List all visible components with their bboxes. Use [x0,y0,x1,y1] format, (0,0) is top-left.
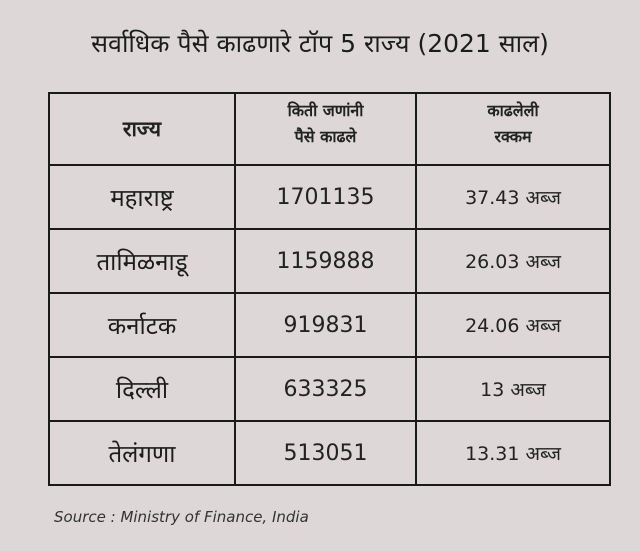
source-caption: Source : Ministry of Finance, India [54,508,309,526]
count-cell: 633325 [234,356,417,422]
state-cell: महाराष्ट्र [48,164,236,230]
header-state: राज्य [48,92,236,166]
count-cell: 919831 [234,292,417,358]
count-cell: 1701135 [234,164,417,230]
count-cell: 513051 [234,420,417,486]
count-cell: 1159888 [234,228,417,294]
header-count-line2: पैसे काढले [294,127,357,146]
state-cell: तेलंगणा [48,420,236,486]
state-cell: दिल्ली [48,356,236,422]
amount-cell: 13 अब्ज [415,356,611,422]
page-title: सर्वाधिक पैसे काढणारे टॉप 5 राज्य (2021 … [91,29,549,58]
amount-cell: 13.31 अब्ज [415,420,611,486]
table-row: तेलंगणा 513051 13.31 अब्ज [48,420,611,486]
state-cell: कर्नाटक [48,292,236,358]
header-amount-line2: रक्कम [494,127,532,146]
header-count: किती जणांनी पैसे काढले [234,92,417,166]
amount-cell: 37.43 अब्ज [415,164,611,230]
header-amount-line1: काढलेली [487,101,539,120]
table-row: तामिळनाडू 1159888 26.03 अब्ज [48,228,611,294]
amount-cell: 24.06 अब्ज [415,292,611,358]
state-cell: तामिळनाडू [48,228,236,294]
states-withdrawal-table: राज्य किती जणांनी पैसे काढले काढलेली रक्… [48,92,611,486]
table-row: कर्नाटक 919831 24.06 अब्ज [48,292,611,358]
table-row: दिल्ली 633325 13 अब्ज [48,356,611,422]
header-count-line1: किती जणांनी [287,101,364,120]
header-amount: काढलेली रक्कम [415,92,611,166]
table-row: महाराष्ट्र 1701135 37.43 अब्ज [48,164,611,230]
table-header-row: राज्य किती जणांनी पैसे काढले काढलेली रक्… [48,92,611,166]
amount-cell: 26.03 अब्ज [415,228,611,294]
